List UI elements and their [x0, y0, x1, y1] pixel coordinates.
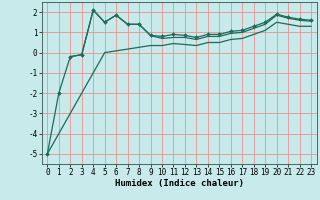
X-axis label: Humidex (Indice chaleur): Humidex (Indice chaleur) [115, 179, 244, 188]
